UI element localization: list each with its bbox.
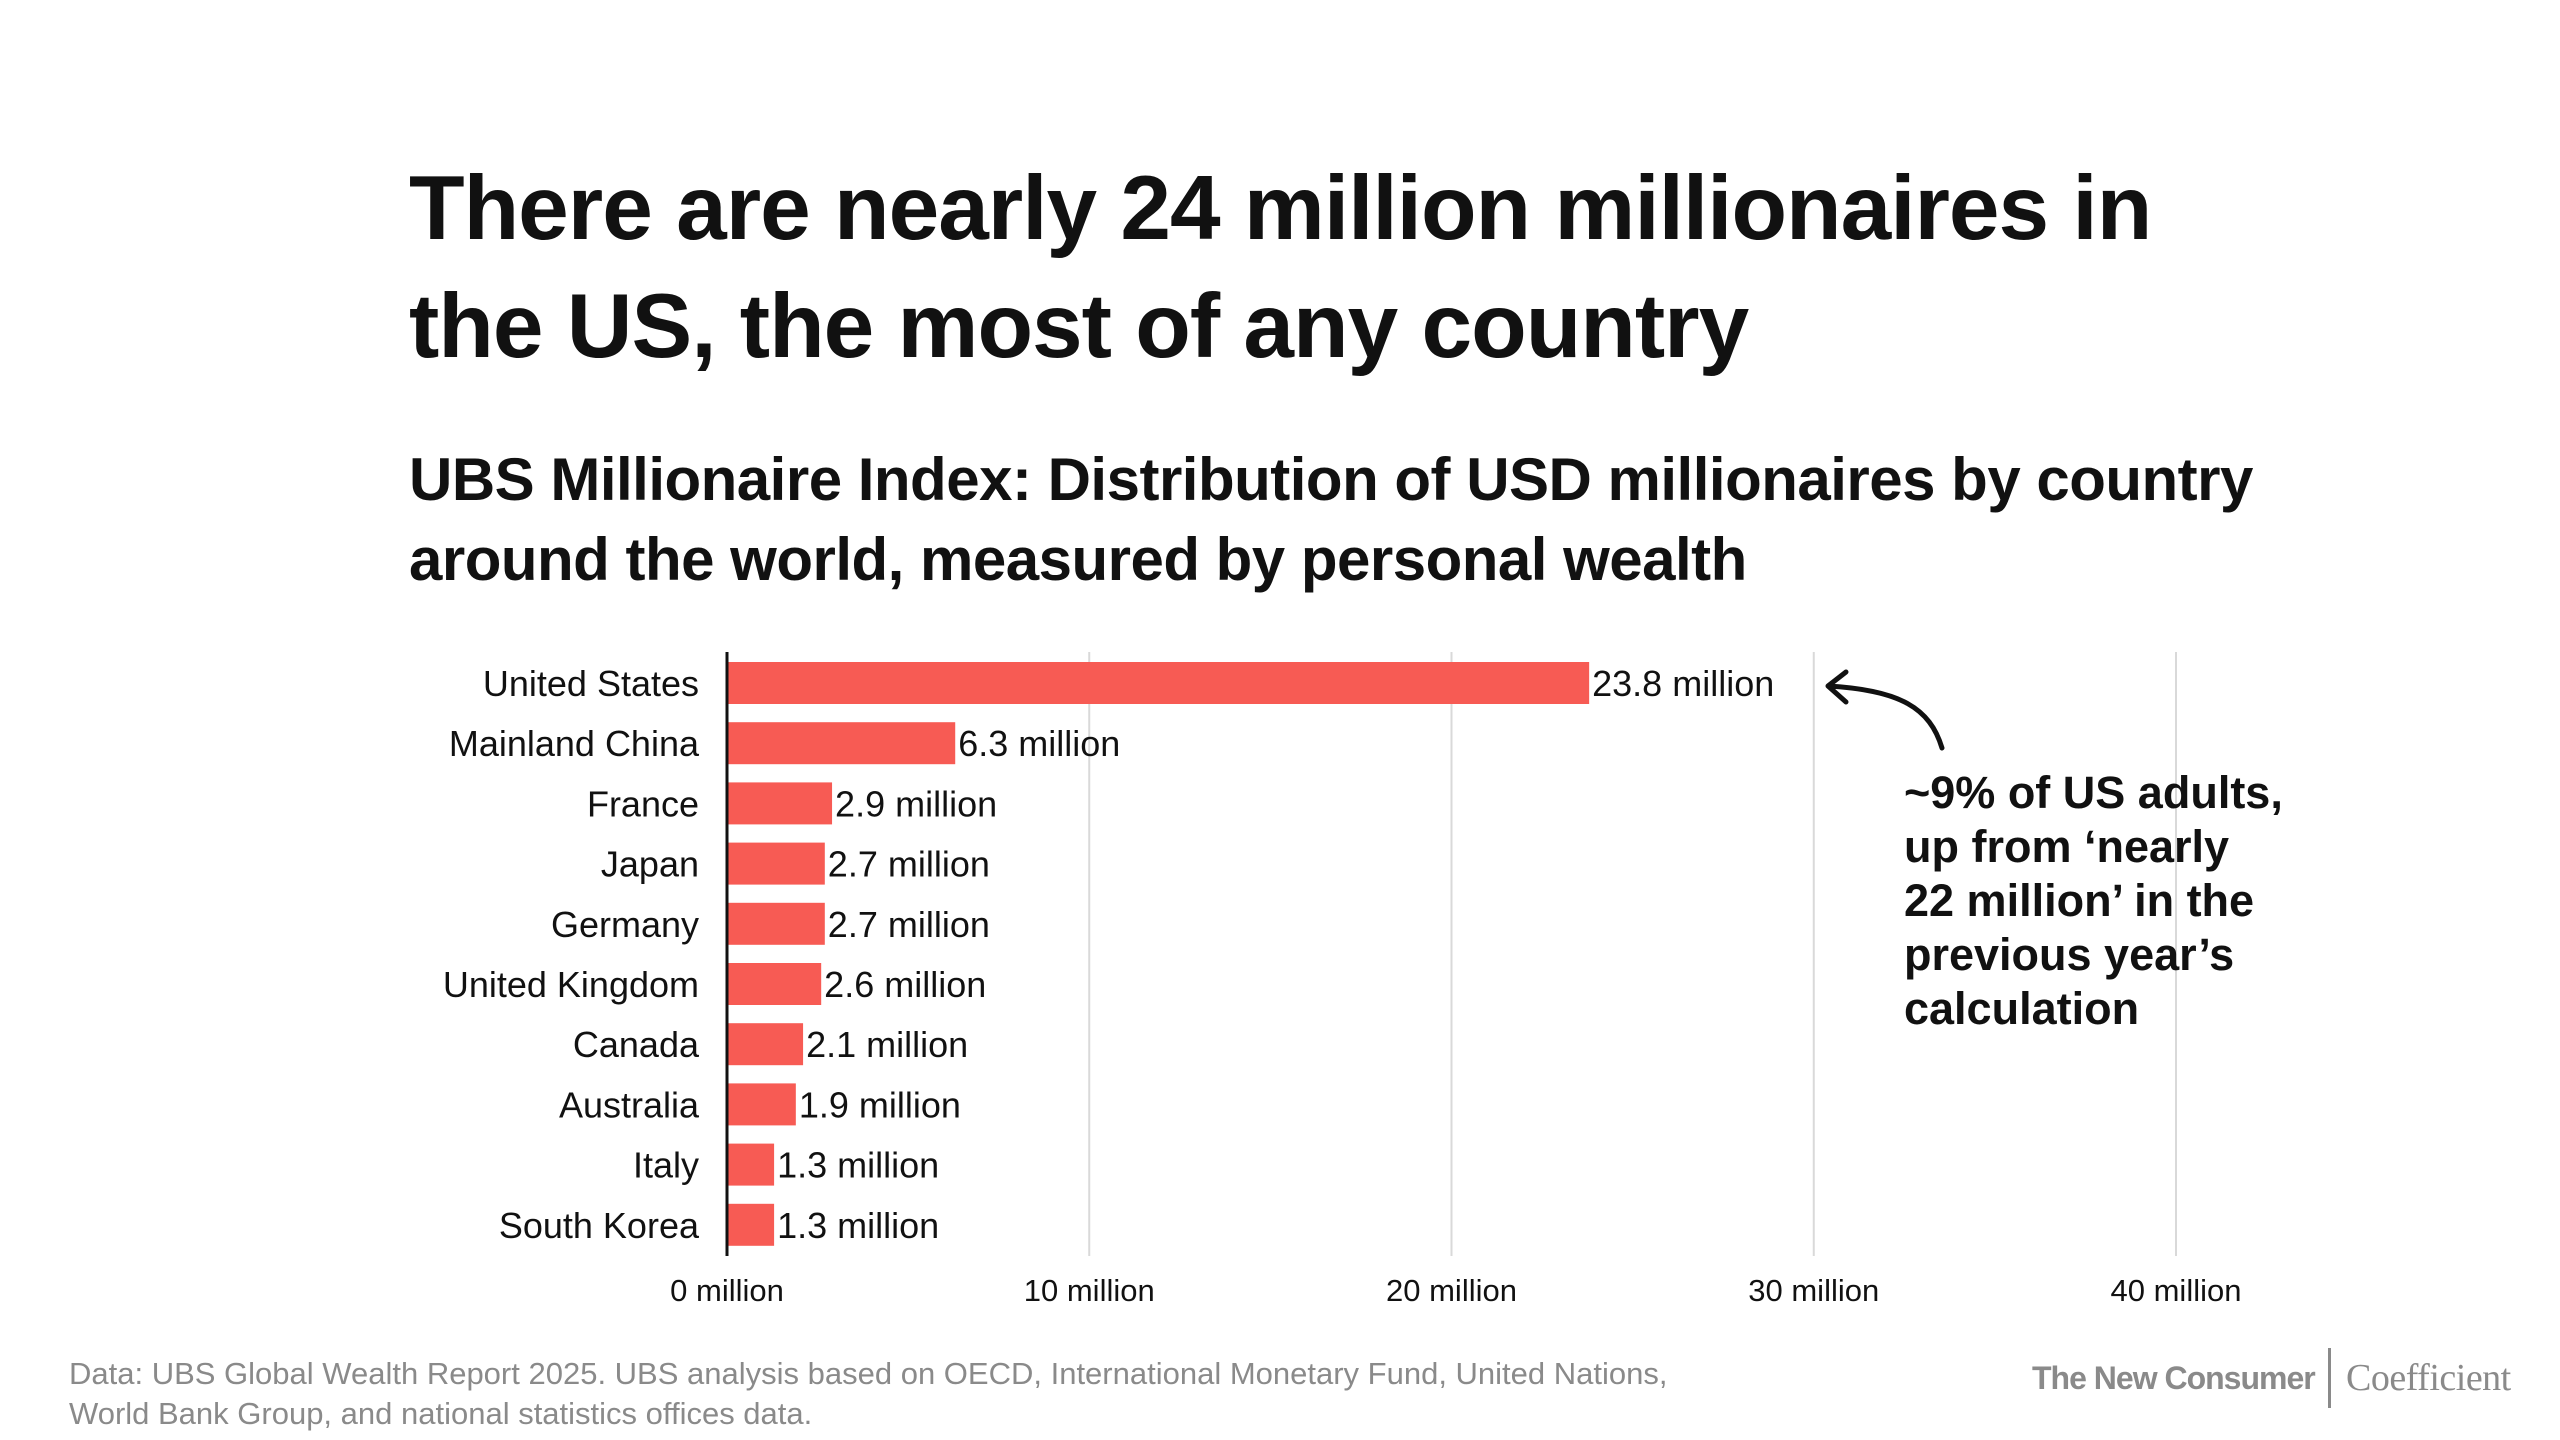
x-tick-label: 30 million — [1748, 1273, 1879, 1308]
category-label: United Kingdom — [443, 964, 699, 1005]
annotation-text: ~9% of US adults, up from ‘nearly 22 mil… — [1904, 767, 2283, 1034]
bar — [727, 722, 956, 765]
bar — [727, 1083, 796, 1126]
data-label: 2.9 million — [835, 783, 997, 824]
category-label: South Korea — [499, 1205, 700, 1246]
chart-subtitle: UBS Millionaire Index: Distribution of U… — [409, 446, 2253, 593]
category-label: Japan — [601, 844, 699, 885]
x-tick-label: 0 million — [670, 1273, 784, 1308]
data-label: 2.7 million — [828, 904, 990, 945]
data-label: 2.1 million — [806, 1024, 968, 1065]
category-label: Germany — [551, 904, 699, 945]
bar — [727, 662, 1590, 704]
category-label: Italy — [633, 1145, 699, 1186]
bar — [727, 902, 825, 945]
bar — [727, 1143, 775, 1186]
data-label: 2.6 million — [824, 964, 986, 1005]
bar — [727, 782, 833, 825]
annotation-arrow — [1825, 669, 1945, 751]
data-label: 6.3 million — [958, 723, 1120, 764]
brand-the-new-consumer: The New Consumer — [2032, 1359, 2316, 1396]
category-label: Mainland China — [449, 723, 700, 764]
data-label: 23.8 million — [1592, 663, 1774, 704]
data-label: 2.7 million — [828, 844, 990, 885]
brand-divider — [2328, 1348, 2331, 1408]
bar — [727, 842, 825, 885]
data-label: 1.9 million — [799, 1084, 961, 1125]
bar — [727, 1203, 775, 1246]
category-label: Canada — [573, 1024, 700, 1065]
x-tick-label: 10 million — [1024, 1273, 1155, 1308]
labels: 0 million 10 million 20 million 30 million 4… — [443, 663, 2242, 1308]
x-tick-label: 40 million — [2111, 1273, 2242, 1308]
category-label: Australia — [559, 1084, 700, 1125]
bars — [727, 662, 1590, 1246]
data-label: 1.3 million — [777, 1145, 939, 1186]
bar — [727, 1023, 804, 1066]
category-label: United States — [483, 663, 699, 704]
x-tick-label: 20 million — [1386, 1273, 1517, 1308]
brand-coefficient: Coefficient — [2346, 1357, 2511, 1399]
source-note: Data: UBS Global Wealth Report 2025. UBS… — [69, 1356, 1668, 1431]
data-label: 1.3 million — [777, 1205, 939, 1246]
gridlines — [1088, 652, 2177, 1256]
category-label: France — [587, 783, 699, 824]
headline: There are nearly 24 million millionaires… — [409, 158, 2152, 377]
bar — [727, 963, 822, 1005]
